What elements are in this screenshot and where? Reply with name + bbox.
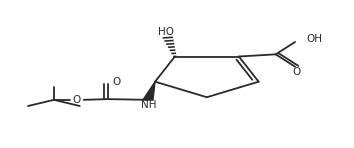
Text: O: O (293, 67, 301, 77)
Text: OH: OH (306, 34, 322, 44)
Text: HO: HO (158, 27, 174, 37)
Text: O: O (112, 77, 121, 87)
Text: NH: NH (141, 100, 156, 110)
Text: O: O (73, 95, 81, 104)
Polygon shape (143, 82, 155, 100)
